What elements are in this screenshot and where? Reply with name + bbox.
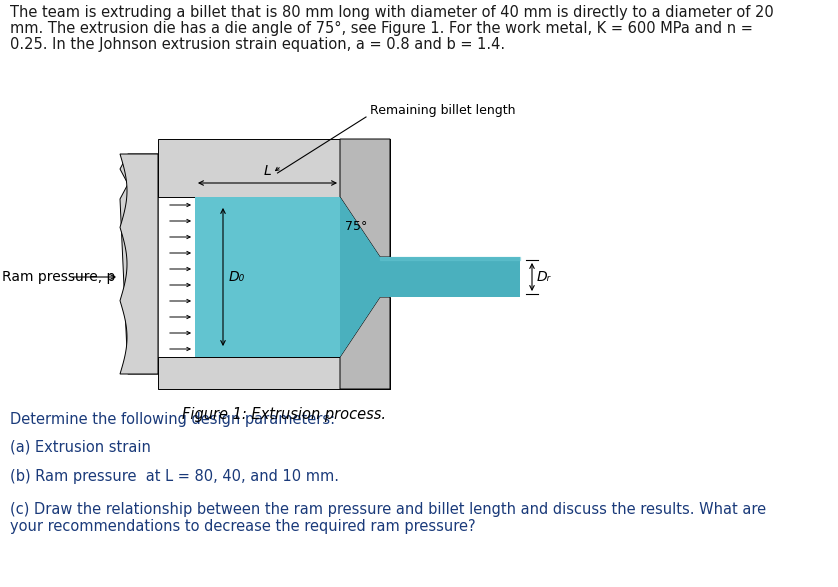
Polygon shape <box>158 139 390 197</box>
Text: (a) Extrusion strain: (a) Extrusion strain <box>10 439 151 454</box>
Polygon shape <box>380 257 520 297</box>
Polygon shape <box>380 257 520 297</box>
Text: The team is extruding a billet that is 80 mm long with diameter of 40 mm is dire: The team is extruding a billet that is 8… <box>10 5 773 20</box>
Polygon shape <box>195 197 340 357</box>
Text: mm. The extrusion die has a die angle of 75°, see Figure 1. For the work metal, : mm. The extrusion die has a die angle of… <box>10 21 753 36</box>
Polygon shape <box>340 297 390 389</box>
Text: Remaining billet length: Remaining billet length <box>370 104 515 117</box>
Text: Determine the following design parameters:: Determine the following design parameter… <box>10 412 335 427</box>
Text: 75°: 75° <box>345 221 367 234</box>
Text: (b) Ram pressure  at L = 80, 40, and 10 mm.: (b) Ram pressure at L = 80, 40, and 10 m… <box>10 469 339 484</box>
Polygon shape <box>340 139 390 257</box>
Polygon shape <box>120 154 158 374</box>
Polygon shape <box>340 297 390 389</box>
Polygon shape <box>340 197 380 357</box>
Text: Dᵣ: Dᵣ <box>537 270 551 284</box>
Text: D₀: D₀ <box>229 270 246 284</box>
Text: (c) Draw the relationship between the ram pressure and billet length and discuss: (c) Draw the relationship between the ra… <box>10 502 766 517</box>
Text: L: L <box>264 164 272 178</box>
Polygon shape <box>158 357 390 389</box>
Text: 0.25. In the Johnson extrusion strain equation, a = 0.8 and b = 1.4.: 0.25. In the Johnson extrusion strain eq… <box>10 37 505 52</box>
Text: Ram pressure, p: Ram pressure, p <box>2 270 115 284</box>
Text: your recommendations to decrease the required ram pressure?: your recommendations to decrease the req… <box>10 519 476 534</box>
Text: Figure 1: Extrusion process.: Figure 1: Extrusion process. <box>182 407 386 422</box>
Polygon shape <box>120 154 158 374</box>
Polygon shape <box>340 139 390 257</box>
